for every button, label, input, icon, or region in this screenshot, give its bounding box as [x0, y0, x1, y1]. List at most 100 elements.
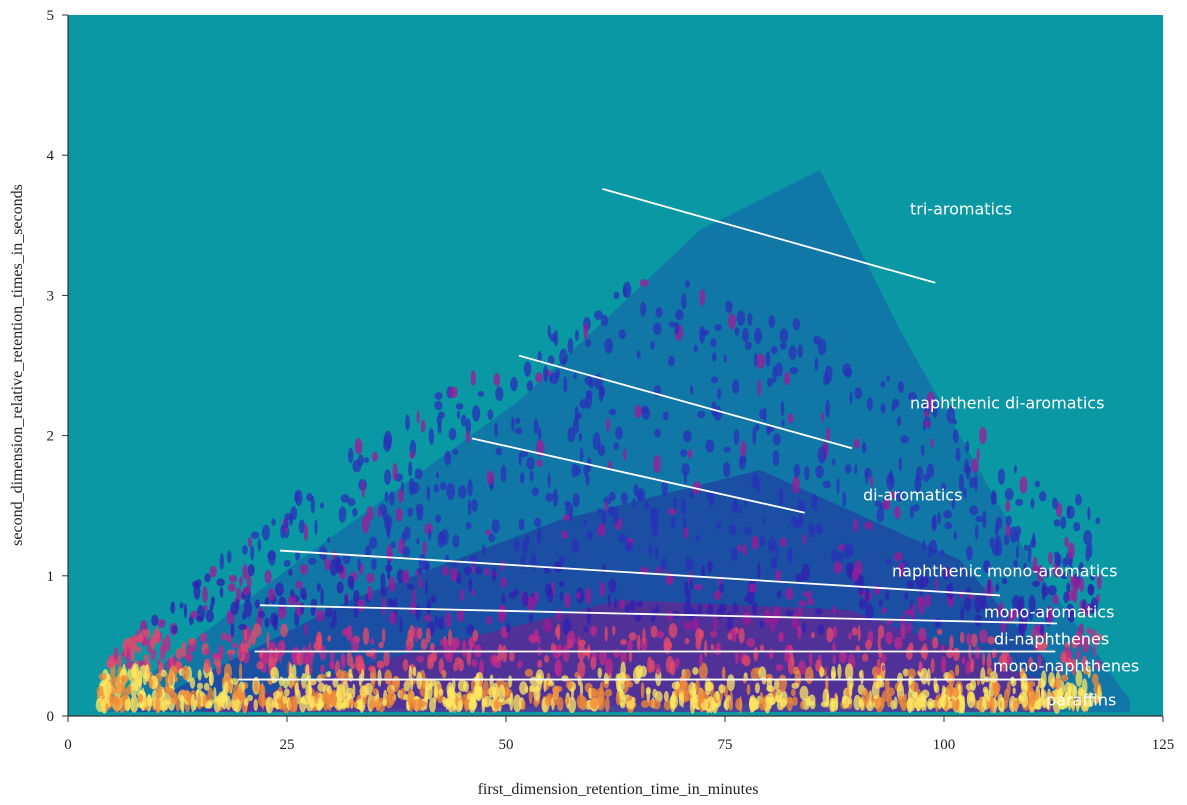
- signal-blob: [778, 674, 787, 693]
- signal-blob: [655, 663, 661, 675]
- signal-blob: [787, 546, 793, 565]
- signal-blob: [523, 361, 532, 377]
- signal-blob: [486, 470, 495, 485]
- x-tick-label: 125: [1152, 737, 1175, 753]
- signal-blob: [518, 452, 522, 466]
- signal-blob: [402, 546, 411, 558]
- signal-blob: [918, 627, 927, 642]
- signal-blob: [590, 656, 597, 670]
- signal-blob: [310, 496, 316, 514]
- signal-blob: [902, 668, 909, 677]
- signal-blob: [509, 651, 515, 662]
- signal-blob: [861, 653, 869, 662]
- signal-blob: [1015, 498, 1024, 506]
- signal-blob: [817, 446, 827, 464]
- signal-blob: [1005, 522, 1011, 538]
- signal-blob: [1070, 571, 1075, 585]
- signal-blob: [471, 659, 478, 668]
- signal-blob: [564, 696, 570, 706]
- signal-blob: [639, 279, 649, 287]
- signal-blob: [382, 698, 388, 707]
- signal-blob: [642, 627, 646, 646]
- signal-blob: [742, 611, 752, 626]
- signal-blob: [849, 391, 853, 404]
- signal-blob: [864, 521, 873, 530]
- signal-blob: [849, 544, 854, 557]
- signal-blob: [226, 649, 236, 656]
- signal-blob: [438, 531, 446, 541]
- signal-blob: [1066, 657, 1072, 668]
- signal-blob: [689, 696, 696, 714]
- signal-blob: [906, 698, 916, 712]
- signal-blob: [959, 631, 965, 644]
- signal-blob: [608, 578, 617, 593]
- signal-blob: [759, 408, 766, 420]
- signal-blob: [653, 455, 661, 473]
- signal-blob: [346, 649, 352, 667]
- signal-blob: [494, 422, 498, 437]
- signal-blob: [498, 605, 506, 624]
- signal-blob: [785, 587, 794, 601]
- signal-blob: [613, 648, 621, 658]
- signal-blob: [556, 644, 563, 657]
- signal-blob: [465, 521, 472, 530]
- signal-blob: [726, 674, 735, 692]
- signal-blob: [652, 322, 662, 335]
- signal-blob: [579, 681, 584, 697]
- signal-blob: [415, 604, 421, 621]
- signal-blob: [487, 409, 494, 421]
- signal-blob: [428, 697, 437, 713]
- signal-blob: [219, 586, 224, 598]
- signal-blob: [832, 605, 837, 614]
- signal-blob: [880, 403, 886, 414]
- signal-blob: [555, 659, 560, 675]
- signal-blob: [599, 649, 607, 666]
- signal-blob: [264, 569, 272, 584]
- signal-blob: [594, 310, 603, 320]
- signal-blob: [362, 627, 370, 645]
- signal-blob: [368, 665, 376, 672]
- signal-blob: [330, 620, 334, 629]
- signal-blob: [497, 644, 504, 662]
- signal-blob: [364, 682, 373, 696]
- signal-blob: [734, 327, 740, 336]
- signal-blob: [704, 639, 708, 657]
- signal-blob: [778, 487, 784, 506]
- signal-blob: [815, 465, 824, 479]
- signal-blob: [470, 370, 476, 386]
- signal-blob: [1028, 594, 1036, 612]
- signal-blob: [402, 658, 409, 672]
- signal-blob: [1018, 695, 1025, 702]
- signal-blob: [797, 606, 802, 618]
- signal-blob: [377, 669, 382, 687]
- signal-blob: [636, 350, 641, 360]
- signal-blob: [416, 655, 425, 663]
- signal-blob: [833, 561, 843, 574]
- signal-blob: [136, 634, 144, 643]
- signal-blob: [247, 564, 255, 577]
- signal-blob: [130, 644, 136, 662]
- signal-blob: [1032, 580, 1040, 588]
- signal-blob: [974, 595, 982, 613]
- signal-blob: [821, 412, 825, 423]
- signal-blob: [1084, 694, 1090, 712]
- signal-blob: [667, 577, 672, 584]
- signal-blob: [448, 428, 457, 441]
- signal-blob: [143, 654, 150, 662]
- signal-blob: [146, 693, 152, 707]
- signal-blob: [1053, 519, 1061, 527]
- signal-blob: [632, 666, 641, 685]
- signal-blob: [674, 321, 680, 335]
- signal-blob: [923, 410, 930, 418]
- signal-blob: [908, 391, 917, 402]
- signal-blob: [695, 637, 702, 650]
- signal-blob: [340, 494, 350, 503]
- signal-blob: [511, 416, 515, 432]
- signal-blob: [752, 426, 757, 445]
- signal-blob: [920, 667, 929, 685]
- signal-blob: [1078, 576, 1085, 593]
- signal-blob: [756, 477, 761, 494]
- signal-blob: [615, 691, 621, 706]
- signal-blob: [620, 650, 627, 666]
- signal-blob: [669, 694, 676, 713]
